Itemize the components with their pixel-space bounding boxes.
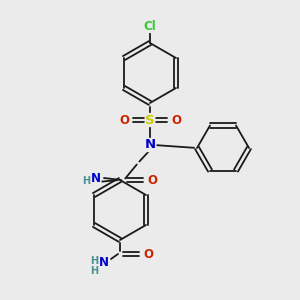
Text: N: N	[99, 256, 109, 268]
Text: O: O	[171, 113, 181, 127]
Text: S: S	[145, 113, 155, 127]
Text: N: N	[144, 139, 156, 152]
Text: O: O	[147, 173, 157, 187]
Text: O: O	[119, 113, 129, 127]
Text: H: H	[90, 266, 98, 276]
Text: N: N	[91, 172, 101, 184]
Text: H: H	[82, 176, 90, 186]
Text: Cl: Cl	[144, 20, 156, 32]
Text: O: O	[143, 248, 153, 260]
Text: H: H	[90, 256, 98, 266]
